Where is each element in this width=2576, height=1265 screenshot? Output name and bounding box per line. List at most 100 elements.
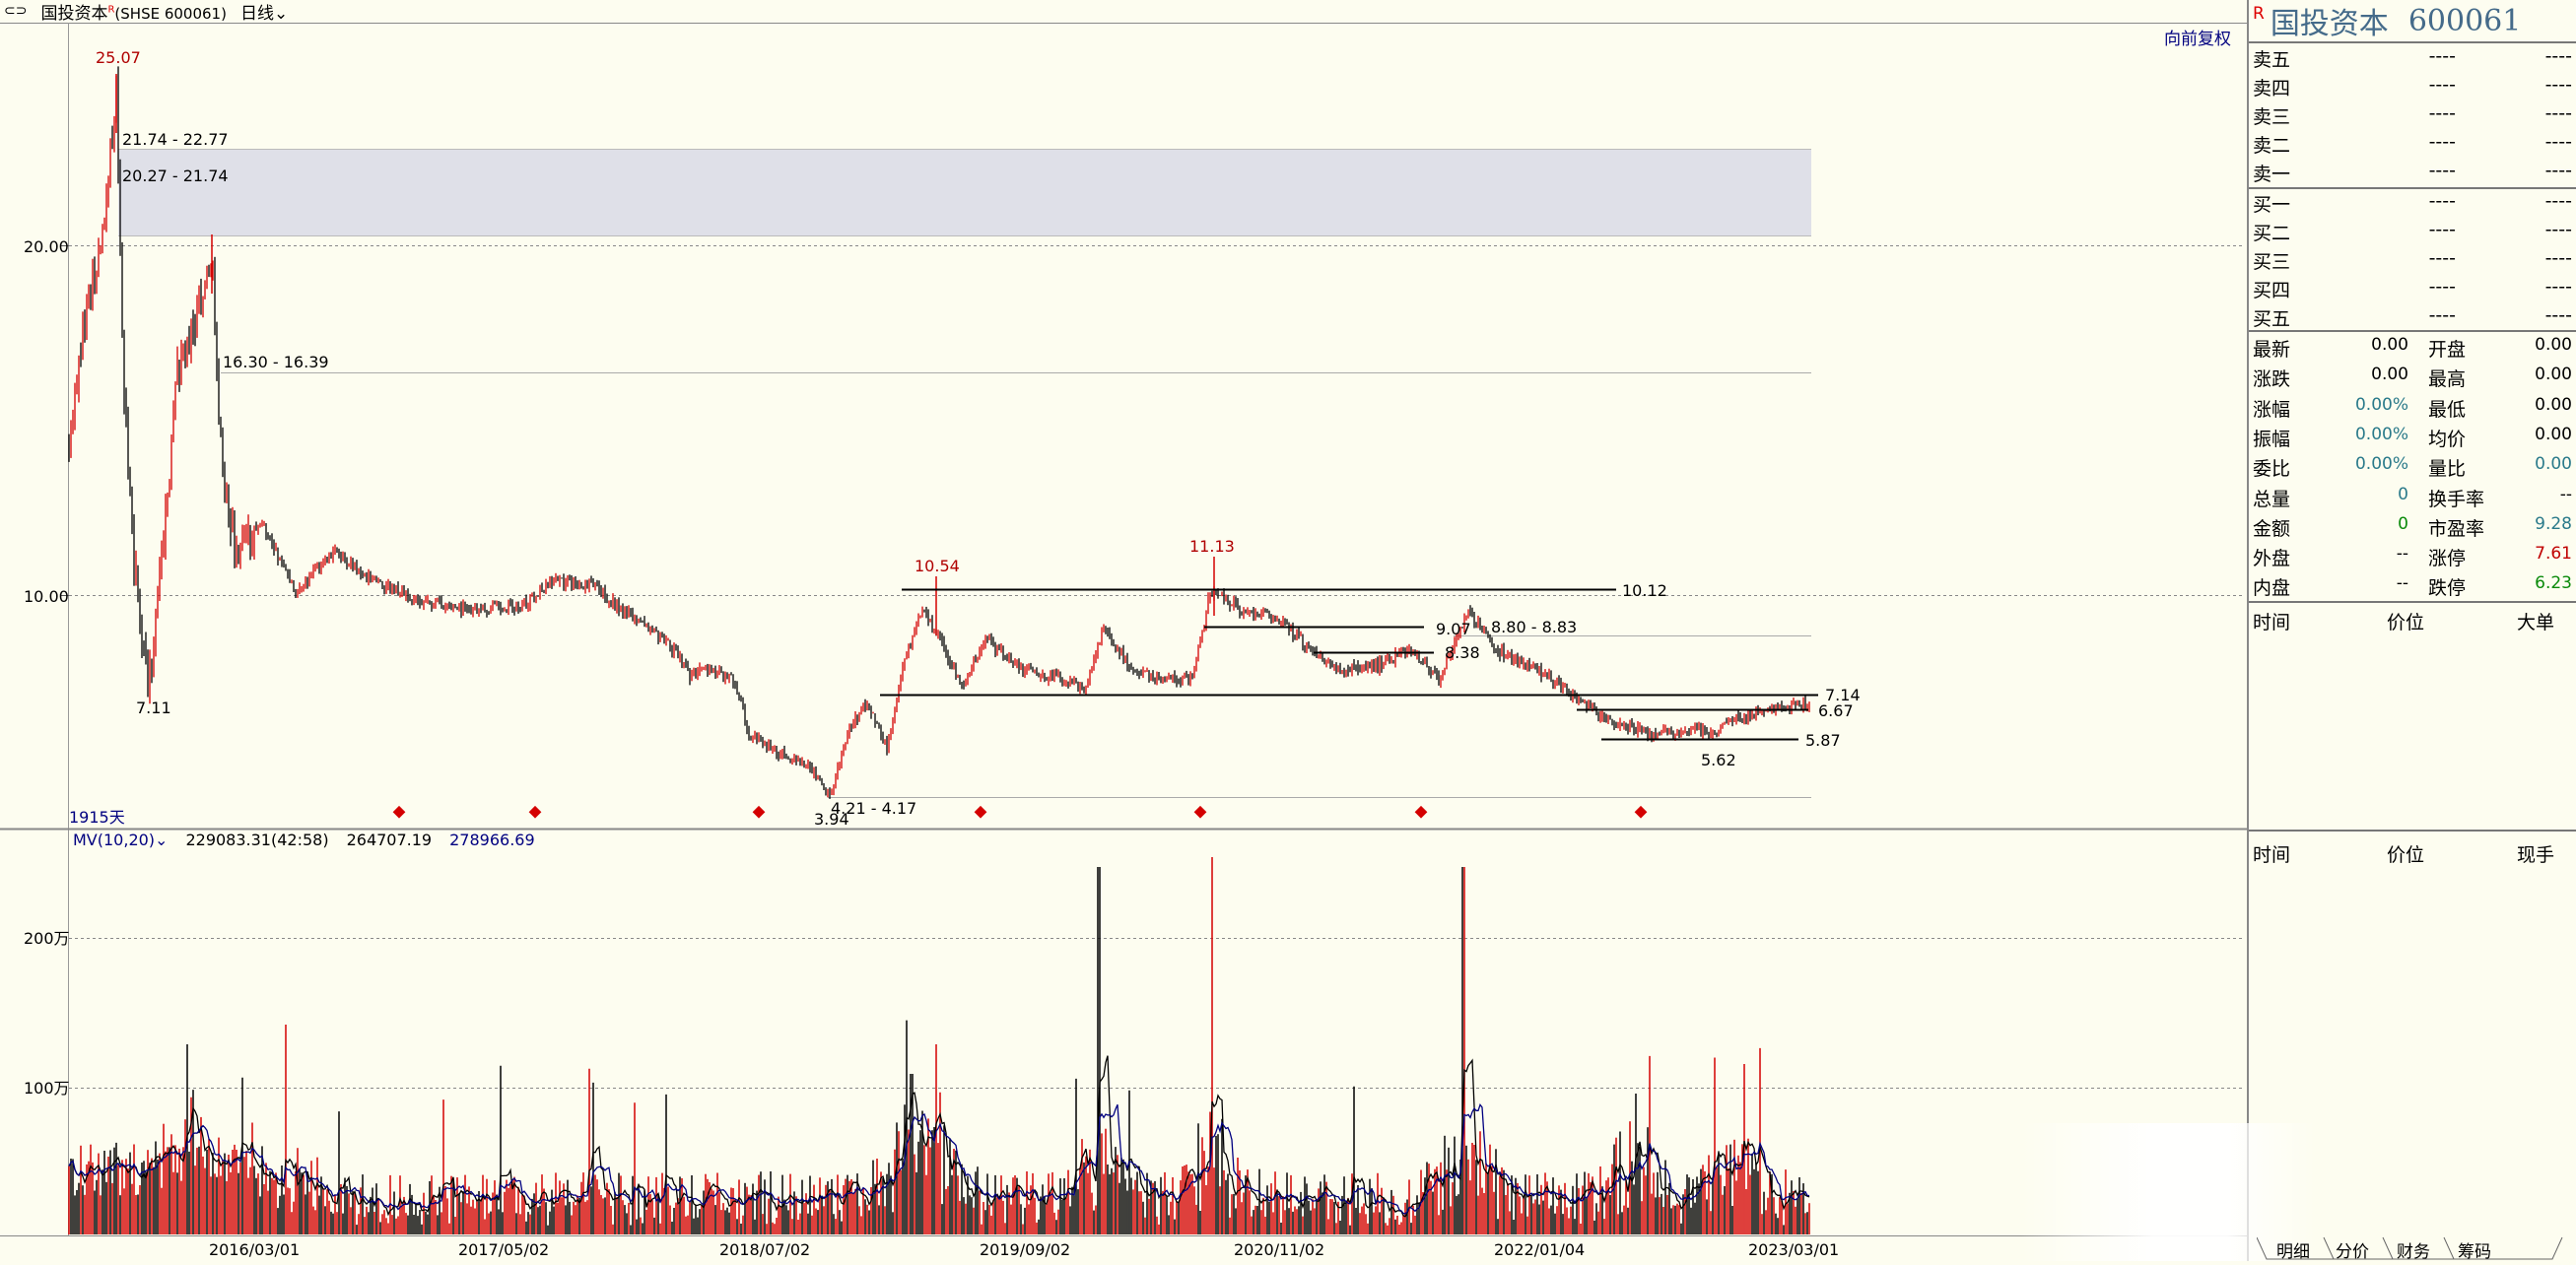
line-label: 6.67 — [1818, 701, 1854, 720]
volume-bar-series — [68, 857, 1810, 1234]
drawn-horizontal-lines[interactable] — [880, 588, 1818, 741]
vol-value: 229083.31(42:58) — [185, 831, 329, 849]
quote-value: 0.00% — [2354, 454, 2408, 475]
chart-frame — [0, 23, 2247, 1236]
orderbook-volume: ---- — [2544, 160, 2572, 181]
quote-label: 外盘 — [2253, 548, 2291, 570]
quote-label: 开盘 — [2428, 339, 2467, 361]
quote-value: 0.00 — [2535, 365, 2572, 385]
quote-label: 跌停 — [2428, 577, 2467, 600]
tab-price-dist[interactable]: 分价 — [2336, 1242, 2369, 1262]
chart-titlebar: ⊂⊃ 国投资本R(SHSE 600061) 日线⌄ — [0, 0, 2247, 24]
tick-detail-header: 时间 价位 现手 — [2253, 844, 2555, 866]
line-label: 10.12 — [1622, 581, 1667, 600]
tab-detail[interactable]: 明细 — [2276, 1242, 2310, 1262]
event-marker[interactable] — [752, 805, 766, 819]
volume-ma-lines — [68, 1055, 1810, 1218]
price-axis: 20.00 10.00 200万 100万 — [24, 237, 70, 1098]
zone-label: 9.07 — [1436, 620, 1471, 638]
x-tick-label: 2023/03/01 — [1748, 1240, 1839, 1259]
chevron-down-icon: ⌄ — [155, 831, 169, 849]
orderbook-price: ---- — [2428, 276, 2456, 298]
days-count-label: 1915天 — [69, 808, 125, 827]
low-label: 5.62 — [1701, 751, 1736, 769]
orderbook-row: 买五 ---- ---- — [2249, 302, 2576, 331]
orderbook-volume: ---- — [2544, 276, 2572, 298]
orderbook-level: 买二 — [2253, 223, 2291, 244]
event-markers[interactable] — [392, 805, 1648, 819]
quote-value: 0.00% — [2354, 424, 2408, 444]
zone-label: 4.21 - 4.17 — [831, 799, 916, 818]
tab-finance[interactable]: 财务 — [2397, 1242, 2430, 1262]
quote-row: 内盘 -- 跌停 6.23 — [2249, 570, 2576, 600]
quote-label: 市盈率 — [2428, 517, 2485, 540]
forward-adjust-button[interactable]: 向前复权 — [2164, 30, 2231, 49]
orderbook-level: 买四 — [2253, 280, 2291, 301]
quote-row: 金额 0 市盈率 9.28 — [2249, 511, 2576, 541]
quote-label: 涨幅 — [2253, 398, 2291, 421]
quote-label: 委比 — [2253, 458, 2291, 481]
orderbook-volume: ---- — [2544, 102, 2572, 124]
orderbook-volume: ---- — [2544, 131, 2572, 153]
orderbook-volume: ---- — [2544, 219, 2572, 240]
event-marker[interactable] — [1193, 805, 1207, 819]
orderbook-price: ---- — [2428, 131, 2456, 153]
orderbook-price: ---- — [2428, 247, 2456, 269]
quote-label: 均价 — [2428, 428, 2467, 450]
ma20-value: 278966.69 — [449, 831, 535, 849]
quote-value: 0.00 — [2535, 424, 2572, 444]
orderbook-row: 买一 ---- ---- — [2249, 188, 2576, 217]
quote-row: 委比 0.00% 量比 0.00 — [2249, 451, 2576, 481]
orderbook-level: 买一 — [2253, 194, 2291, 216]
stock-symbol[interactable]: 国投资本R(SHSE 600061) — [40, 3, 227, 24]
orderbook-level: 卖四 — [2253, 78, 2291, 100]
orderbook-row: 卖二 ---- ---- — [2249, 129, 2576, 158]
tab-outline — [2257, 1236, 2563, 1260]
orderbook-level: 买五 — [2253, 308, 2291, 330]
stock-name: 国投资本 — [2270, 7, 2389, 41]
x-tick-label: 2016/03/01 — [209, 1240, 300, 1259]
quote-label: 最低 — [2428, 398, 2467, 421]
y-tick-label: 20.00 — [24, 237, 69, 256]
tab-chips[interactable]: 筹码 — [2458, 1242, 2491, 1262]
orderbook-volume: ---- — [2544, 247, 2572, 269]
quote-row: 振幅 0.00% 均价 0.00 — [2249, 422, 2576, 451]
period-dropdown[interactable]: 日线⌄ — [239, 3, 289, 24]
panel-header: R 国投资本 600061 — [2249, 0, 2576, 42]
zone-label: 8.80 - 8.83 — [1491, 618, 1577, 636]
orderbook-row: 卖三 ---- ---- — [2249, 100, 2576, 129]
orderbook-row: 卖一 ---- ---- — [2249, 158, 2576, 186]
kline-chart-area[interactable]: 20.00 10.00 200万 100万 — [0, 0, 2247, 1261]
quote-value: 0.00 — [2371, 335, 2408, 355]
chevron-down-icon: ⌄ — [273, 3, 289, 24]
quote-label: 换手率 — [2428, 488, 2485, 510]
zone-label: 8.38 — [1445, 643, 1480, 662]
quote-label: 金额 — [2253, 517, 2291, 540]
quote-label: 振幅 — [2253, 428, 2291, 450]
quote-value: 7.61 — [2535, 544, 2572, 565]
chart-canvas[interactable]: 20.00 10.00 200万 100万 — [0, 0, 2247, 1261]
zone-label: 16.30 - 16.39 — [223, 353, 329, 371]
quote-value: -- — [2396, 573, 2408, 594]
quote-row: 涨跌 0.00 最高 0.00 — [2249, 362, 2576, 391]
event-marker[interactable] — [528, 805, 542, 819]
ma10-line — [68, 1055, 1810, 1218]
candlestick-series — [68, 66, 1810, 799]
quote-label: 最高 — [2428, 368, 2467, 391]
ma-selector[interactable]: MV(10,20)⌄ — [73, 831, 169, 849]
quote-value: 6.23 — [2535, 573, 2572, 594]
quote-label: 量比 — [2428, 458, 2467, 481]
quote-value: 0 — [2398, 484, 2408, 504]
quote-value: 0.00 — [2535, 454, 2572, 475]
vol-y-tick-label: 200万 — [24, 929, 70, 948]
orderbook-level: 卖二 — [2253, 135, 2291, 157]
event-marker[interactable] — [974, 805, 987, 819]
orderbook-level: 卖三 — [2253, 106, 2291, 128]
event-marker[interactable] — [392, 805, 406, 819]
event-marker[interactable] — [1414, 805, 1428, 819]
quote-value: 0.00 — [2535, 394, 2572, 415]
event-marker[interactable] — [1634, 805, 1648, 819]
quote-label: 涨跌 — [2253, 368, 2291, 391]
chart-link-icon[interactable]: ⊂⊃ — [4, 3, 28, 19]
